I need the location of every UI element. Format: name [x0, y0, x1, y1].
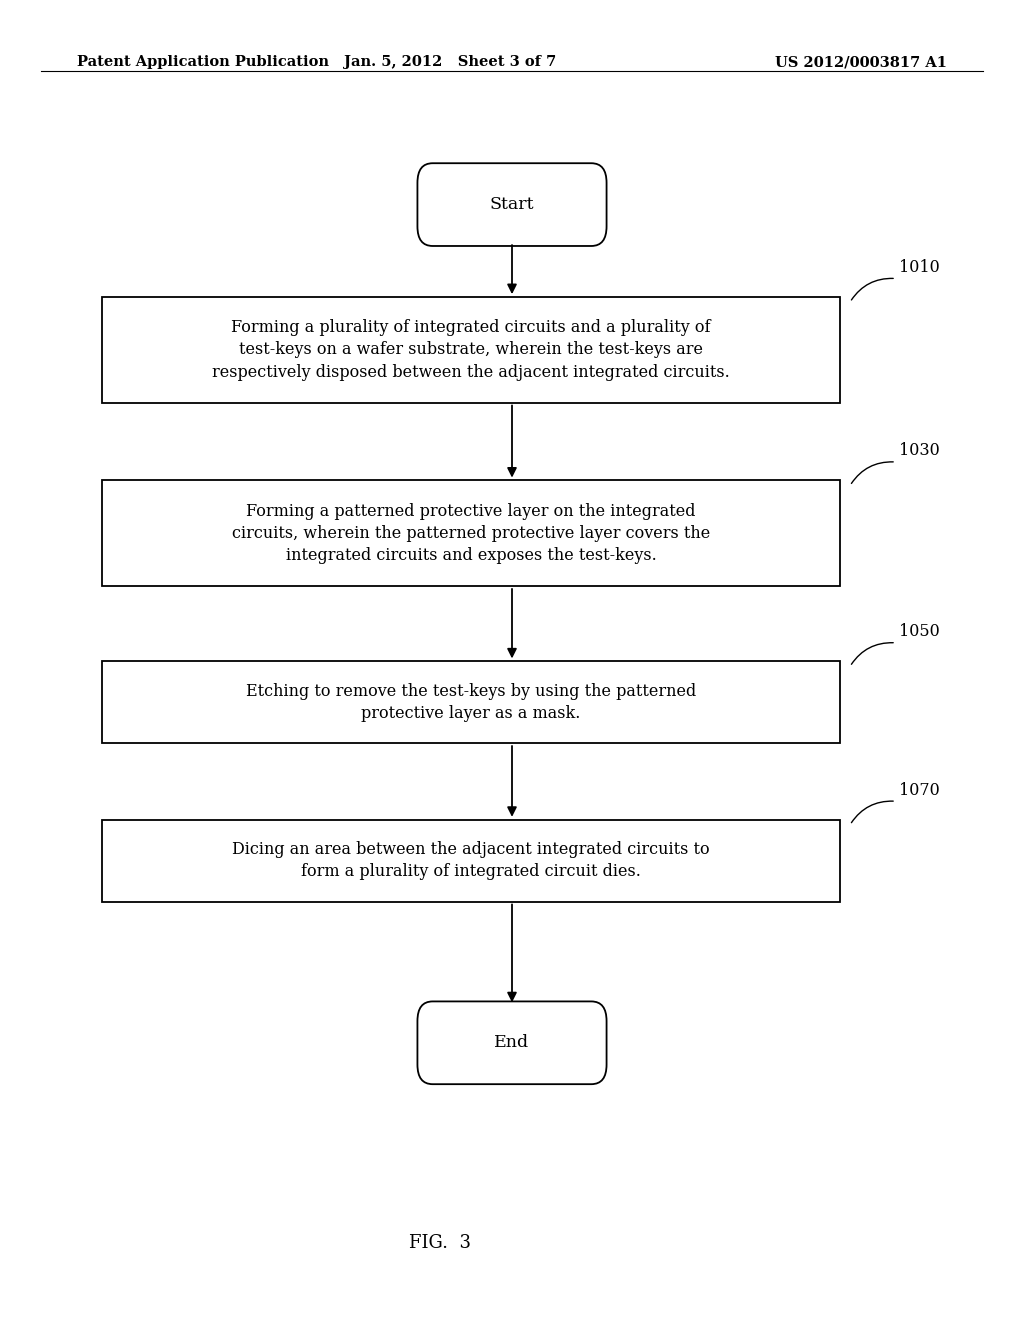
- FancyBboxPatch shape: [418, 1002, 606, 1084]
- Text: 1050: 1050: [899, 623, 940, 640]
- Text: 1030: 1030: [899, 442, 940, 459]
- Text: 1070: 1070: [899, 781, 940, 799]
- Text: Patent Application Publication: Patent Application Publication: [77, 55, 329, 70]
- Text: US 2012/0003817 A1: US 2012/0003817 A1: [775, 55, 947, 70]
- Text: End: End: [495, 1035, 529, 1051]
- Text: FIG.  3: FIG. 3: [410, 1234, 471, 1253]
- Text: Dicing an area between the adjacent integrated circuits to
form a plurality of i: Dicing an area between the adjacent inte…: [232, 841, 710, 880]
- FancyBboxPatch shape: [418, 164, 606, 246]
- FancyBboxPatch shape: [102, 480, 840, 586]
- FancyBboxPatch shape: [102, 297, 840, 403]
- Text: Forming a plurality of integrated circuits and a plurality of
test-keys on a waf: Forming a plurality of integrated circui…: [212, 319, 730, 380]
- Text: Etching to remove the test-keys by using the patterned
protective layer as a mas: Etching to remove the test-keys by using…: [246, 682, 696, 722]
- Text: Start: Start: [489, 197, 535, 213]
- FancyBboxPatch shape: [102, 661, 840, 743]
- Text: Forming a patterned protective layer on the integrated
circuits, wherein the pat: Forming a patterned protective layer on …: [231, 503, 711, 564]
- Text: Jan. 5, 2012   Sheet 3 of 7: Jan. 5, 2012 Sheet 3 of 7: [344, 55, 557, 70]
- Text: 1010: 1010: [899, 259, 940, 276]
- FancyBboxPatch shape: [102, 820, 840, 902]
